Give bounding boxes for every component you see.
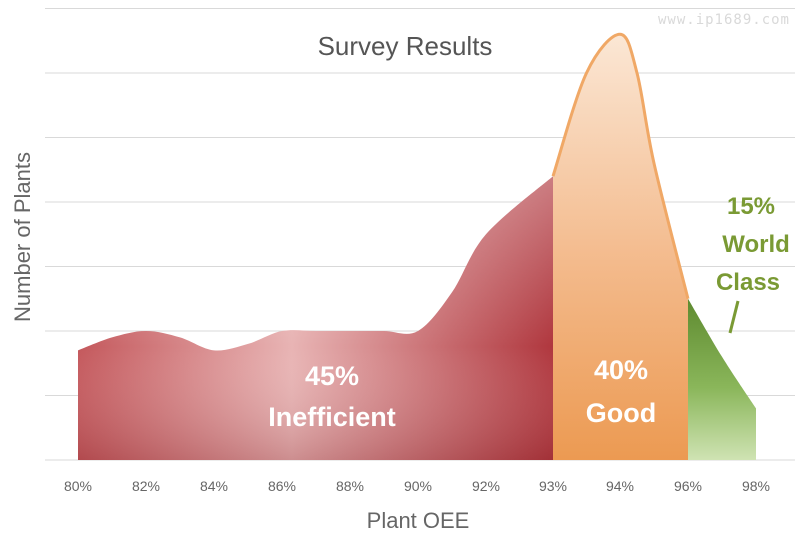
- x-tick-label: 92%: [472, 478, 500, 494]
- region-name-label: Class: [716, 269, 780, 296]
- region-percent-label: 40%: [594, 355, 648, 385]
- x-tick-label: 94%: [606, 478, 634, 494]
- region-labels: 45% Inefficient 40% Good 15% World Class: [268, 193, 790, 432]
- x-tick-label: 82%: [132, 478, 160, 494]
- watermark: www.ip1689.com: [657, 12, 790, 28]
- region-areas: [78, 34, 756, 461]
- region-percent-label: 45%: [305, 361, 359, 391]
- x-tick-label: 80%: [64, 478, 92, 494]
- x-tick-label: 93%: [539, 478, 567, 494]
- x-tick-label: 96%: [674, 478, 702, 494]
- x-tick-label: 90%: [404, 478, 432, 494]
- region-name-label: Good: [586, 398, 656, 428]
- region-area-world-class: [688, 298, 756, 460]
- region-percent-label: 15%: [727, 193, 775, 220]
- region-name-label: World: [722, 231, 790, 258]
- series-outline: [551, 32, 690, 300]
- y-axis-label: Number of Plants: [10, 152, 35, 322]
- chart-title: Survey Results: [318, 31, 493, 61]
- annotation-line: [728, 300, 740, 334]
- peak-outline: [551, 32, 690, 300]
- x-axis-label: Plant OEE: [367, 508, 470, 533]
- region-name-label: Inefficient: [268, 402, 396, 432]
- x-tick-label: 84%: [200, 478, 228, 494]
- x-tick-label: 86%: [268, 478, 296, 494]
- x-tick-labels: 80% 82% 84% 86% 88% 90% 92% 93% 94% 96% 98%: [64, 478, 770, 494]
- x-tick-label: 88%: [336, 478, 364, 494]
- x-tick-label: 98%: [742, 478, 770, 494]
- region-area-good: [553, 34, 688, 461]
- region-area-inefficient-shade: [78, 176, 553, 460]
